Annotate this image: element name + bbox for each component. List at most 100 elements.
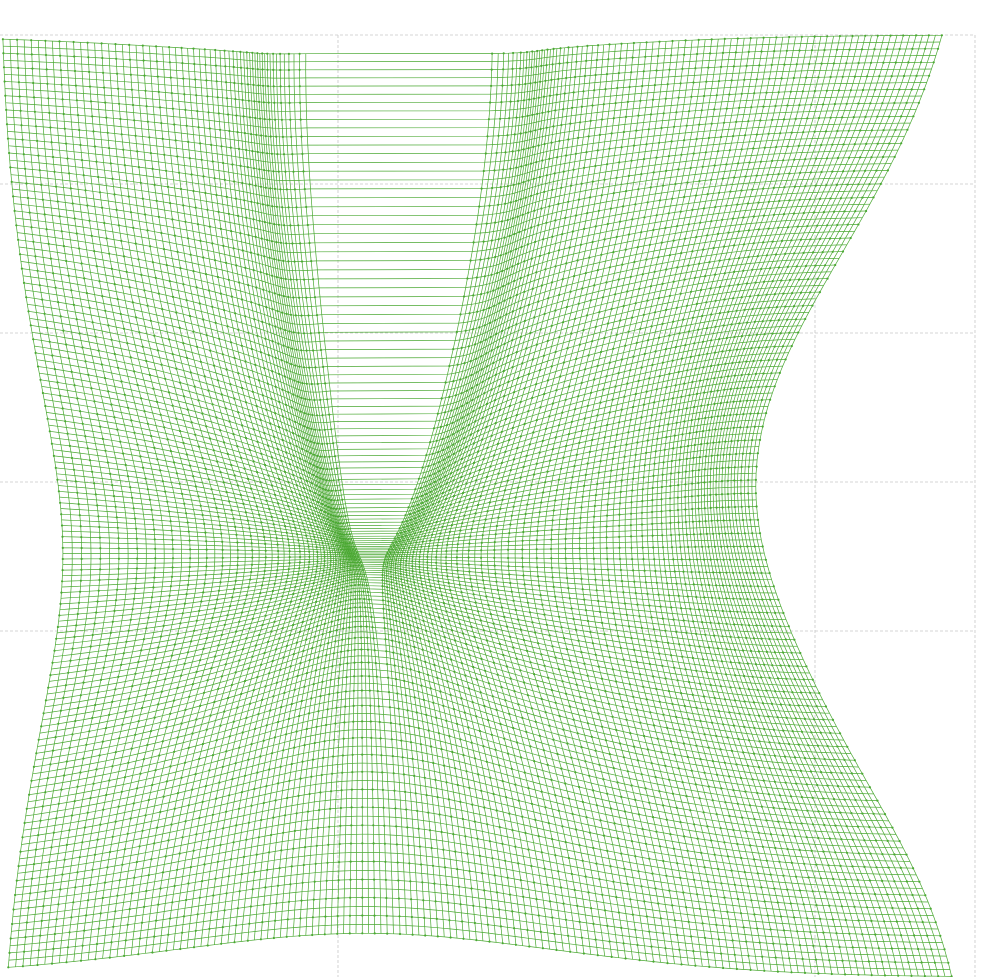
mesh-point [406,579,409,582]
mesh-point [61,569,64,572]
mesh-point [689,166,692,170]
mesh-point [63,774,66,777]
mesh-point [812,251,815,254]
mesh-point [426,673,430,676]
mesh-point [569,486,572,490]
mesh-point [600,118,604,121]
mesh-point [413,774,416,778]
mesh-point [245,716,248,720]
mesh-point [61,98,64,101]
mesh-point [101,896,104,900]
mesh-point [568,597,571,600]
mesh-point [757,201,760,204]
mesh-point [411,565,414,568]
mesh-point [433,480,436,483]
mesh-point [668,889,671,892]
mesh-point [171,404,174,407]
mesh-point [276,611,279,614]
mesh-point [175,367,178,370]
mesh-point [747,479,750,482]
mesh-point [563,637,566,640]
mesh-point [698,797,701,800]
mesh-point [427,465,430,468]
mesh-point [187,583,190,587]
mesh-point [778,199,781,203]
mesh-point [612,880,615,883]
mesh-point [694,545,697,549]
mesh-point [66,157,69,160]
mesh-point [194,773,197,776]
mesh-point [165,780,169,783]
mesh-point [411,634,414,637]
mesh-point [99,557,102,560]
mesh-point [790,861,794,865]
mesh-point [733,492,736,495]
mesh-point [156,400,159,403]
mesh-point [685,407,688,410]
mesh-point [400,578,403,581]
mesh-point [541,603,544,606]
mesh-point [554,436,557,439]
mesh-point [201,880,204,883]
mesh-point [320,773,323,777]
mesh-point [493,304,496,307]
mesh-point [723,298,726,301]
mesh-point [454,767,457,770]
mesh-point [127,761,130,764]
mesh-point [268,851,271,854]
mesh-point [389,570,392,573]
mesh-point [78,128,81,132]
mesh-point [730,749,734,753]
mesh-point [857,102,860,105]
mesh-point [718,259,721,262]
mesh-point [72,468,76,471]
mesh-point [472,520,475,523]
mesh-point [743,611,746,614]
mesh-point [162,795,165,798]
mesh-point [253,870,256,874]
mesh-point [71,647,74,650]
mesh-point [302,437,305,440]
mesh-point [529,331,532,335]
mesh-point [374,662,377,665]
mesh-point [583,709,586,712]
mesh-point [433,663,436,667]
mesh-point [845,851,849,854]
mesh-point [455,508,458,512]
mesh-point [236,484,239,487]
mesh-point [723,896,726,899]
mesh-point [134,587,137,590]
mesh-point [160,122,163,125]
mesh-point [602,103,605,106]
mesh-point [17,865,20,868]
mesh-point [232,433,235,436]
mesh-point [355,551,358,555]
mesh-point [759,307,762,310]
mesh-point [554,499,557,502]
mesh-point [89,883,92,887]
mesh-point [147,616,150,619]
mesh-point [313,635,316,638]
mesh-point [631,56,634,59]
mesh-point [295,348,298,351]
mesh-point [514,199,518,202]
mesh-point [411,537,414,540]
mesh-point [551,519,554,522]
mesh-point [746,598,749,601]
mesh-point [457,576,460,579]
mesh-point [769,398,772,401]
mesh-point [569,659,572,662]
mesh-point [184,820,187,823]
mesh-point [561,278,564,281]
mesh-point [101,295,104,298]
mesh-column-line [162,46,260,950]
mesh-point [590,686,593,690]
mesh-point [615,728,618,732]
mesh-point [734,674,737,677]
mesh-point [614,293,617,296]
mesh-point [852,169,856,173]
mesh-point [723,761,727,764]
mesh-point [775,358,779,361]
mesh-point [542,354,546,357]
mesh-point [619,490,622,493]
